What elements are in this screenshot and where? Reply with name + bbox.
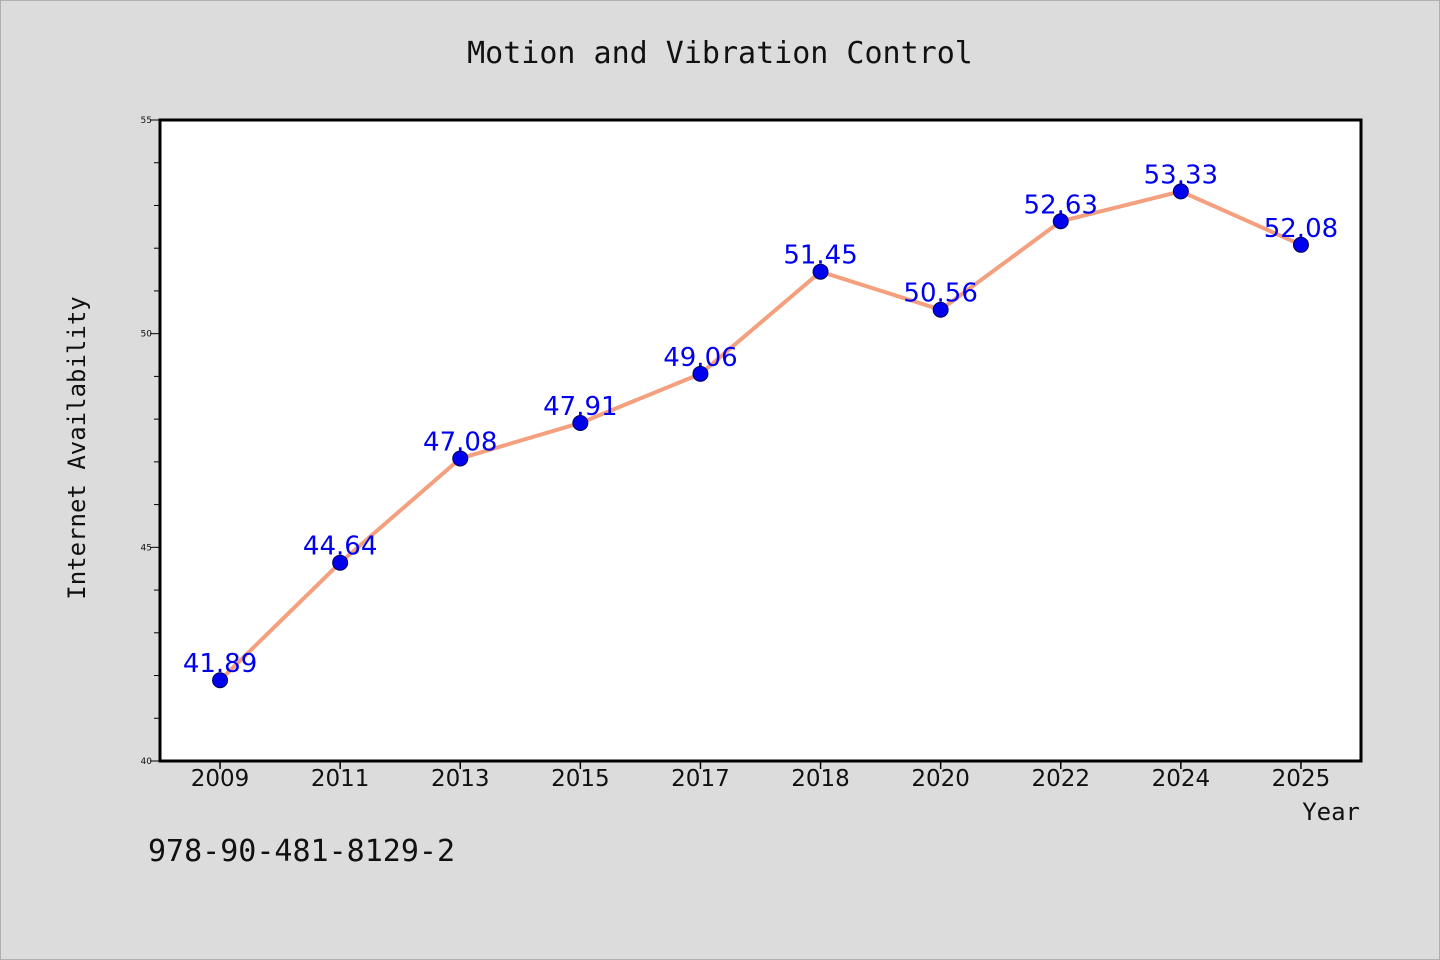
data-label: 47.91	[543, 392, 617, 422]
isbn-number: 978-90-481-8129-2	[148, 834, 456, 869]
data-point	[692, 365, 709, 382]
x-tick-label: 2015	[551, 766, 610, 792]
data-label: 52.63	[1024, 190, 1098, 220]
y-tick-labels: 40 45 50 55	[141, 116, 153, 767]
data-label: 52.08	[1264, 214, 1338, 244]
y-tick-label: 55	[141, 116, 152, 126]
x-tick-label: 2022	[1031, 766, 1090, 792]
data-point	[932, 301, 949, 318]
data-label: 41.89	[183, 649, 257, 679]
data-markers	[212, 183, 1309, 689]
y-tick-label: 50	[141, 330, 153, 340]
data-point	[212, 672, 229, 689]
data-label: 44.64	[303, 532, 377, 562]
x-tick-label: 2011	[311, 766, 370, 792]
x-tick-label: 2013	[431, 766, 490, 792]
data-point	[812, 263, 829, 280]
data-labels: 41.89 44.64 47.08 47.91 49.06 51.45 50.56 52.63…	[183, 160, 1338, 679]
series-line	[218, 189, 1303, 683]
plot-border	[158, 118, 1363, 763]
data-label: 50.56	[903, 279, 977, 309]
x-tick-label: 2020	[911, 766, 970, 792]
x-tick-label: 2018	[791, 766, 850, 792]
plot-area	[160, 120, 1361, 761]
data-label: 47.08	[423, 427, 497, 457]
data-label: 49.06	[663, 343, 737, 373]
x-tick-label: 2025	[1272, 766, 1331, 792]
data-point	[1292, 236, 1309, 253]
x-tick-label: 2009	[191, 766, 250, 792]
x-tick-label: 2017	[671, 766, 730, 792]
data-point	[572, 414, 589, 431]
chart-title: Motion and Vibration Control	[467, 36, 973, 71]
data-label: 51.45	[783, 241, 857, 271]
y-axis-label: Internet Availability	[63, 296, 91, 599]
x-tick-label: 2024	[1152, 766, 1211, 792]
x-axis-label: Year	[1302, 798, 1360, 826]
data-point	[1052, 213, 1069, 230]
data-point	[332, 554, 349, 571]
y-tick-label: 45	[141, 543, 152, 553]
data-point	[1172, 183, 1189, 200]
data-point	[452, 450, 469, 467]
y-tick-label: 40	[141, 757, 153, 767]
x-tick-labels: 2009 2011 2013 2015 2017 2018 2020 2022 2024 2025	[191, 766, 1330, 792]
data-label: 53.33	[1144, 160, 1218, 190]
